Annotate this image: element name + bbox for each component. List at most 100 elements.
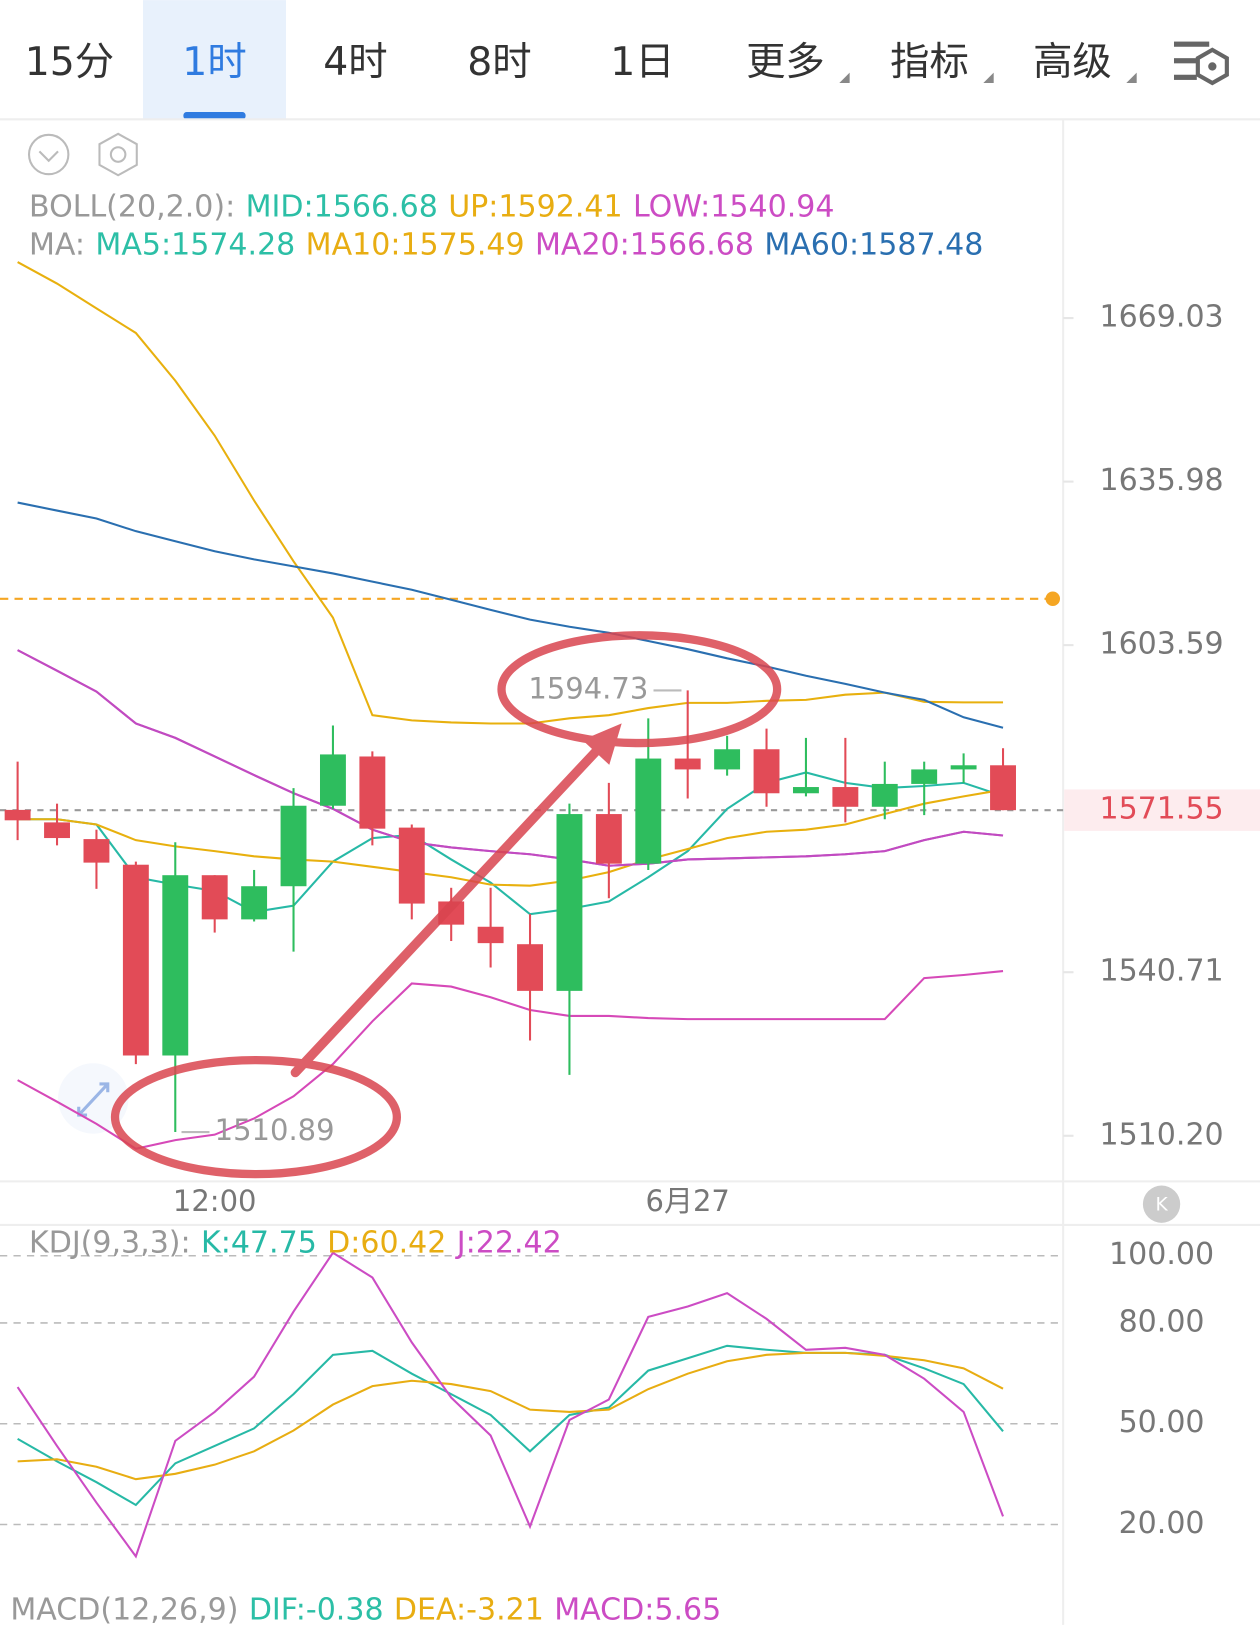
indicator-line bbox=[17, 501, 1004, 729]
gear-center bbox=[1208, 62, 1217, 71]
candle-body bbox=[635, 758, 662, 864]
legend-entry: MA5:1574.28 bbox=[95, 227, 295, 262]
y-tick-label: 1635.98 bbox=[1099, 463, 1223, 498]
highlight-ellipse bbox=[497, 631, 782, 748]
tab-indicator bbox=[183, 112, 246, 120]
alert-dot bbox=[1045, 591, 1061, 607]
chart-toolbar bbox=[27, 132, 138, 177]
menu-bar bbox=[1173, 74, 1197, 80]
tab[interactable]: 1日 bbox=[610, 39, 674, 85]
highlight-ellipse bbox=[110, 1056, 402, 1179]
menu-bar bbox=[1173, 41, 1210, 47]
legend-entry: DEA:-3.21 bbox=[394, 1592, 544, 1625]
candle-body bbox=[4, 809, 31, 821]
last-price-tag bbox=[1064, 789, 1260, 831]
tab-selected-bg bbox=[142, 0, 286, 120]
candle-body bbox=[674, 758, 701, 770]
kline-button-label: K bbox=[1155, 1195, 1168, 1216]
legend: BOLL(20,2.0): MID:1566.68 UP:1592.41 LOW:15… bbox=[29, 189, 834, 224]
indicator-line bbox=[17, 261, 1004, 725]
x-tick-label: 6月27 bbox=[646, 1184, 730, 1218]
candle-body bbox=[359, 756, 386, 829]
candle-body bbox=[83, 839, 110, 863]
candle-body bbox=[398, 827, 425, 904]
expand-button[interactable] bbox=[58, 1063, 129, 1134]
tab[interactable]: 更多 bbox=[746, 39, 825, 85]
y-tick-label: 1669.03 bbox=[1099, 300, 1223, 335]
candle-body bbox=[714, 749, 741, 770]
legend-entry: MA20:1566.68 bbox=[535, 227, 754, 262]
legend-entry: MACD:5.65 bbox=[554, 1592, 721, 1625]
legend: KDJ(9,3,3): K:47.75 D:60.42 J:22.42 bbox=[29, 1225, 562, 1260]
candle-body bbox=[477, 926, 504, 944]
legend-entry: D:60.42 bbox=[327, 1225, 446, 1260]
candle-body bbox=[162, 875, 189, 1056]
settings-icon bbox=[109, 146, 127, 163]
legend-entry: MID:1566.68 bbox=[246, 189, 438, 224]
candle-body bbox=[911, 769, 938, 784]
candle-body bbox=[990, 765, 1016, 811]
legend-entry: K:47.75 bbox=[201, 1225, 317, 1260]
legend-prefix: MACD(12,26,9) bbox=[10, 1592, 238, 1625]
chevron-icon bbox=[38, 150, 59, 163]
dropdown-caret bbox=[983, 72, 994, 84]
low-label: 1510.89 bbox=[215, 1113, 335, 1147]
y-tick-label: 50.00 bbox=[1119, 1405, 1205, 1440]
candle-body bbox=[871, 783, 898, 807]
indicator-line bbox=[17, 649, 1004, 867]
y-tick-label: 100.00 bbox=[1109, 1237, 1214, 1272]
candle-body bbox=[832, 787, 859, 807]
menu-bar bbox=[1173, 58, 1197, 64]
kdj-line bbox=[17, 1351, 1004, 1481]
settings-menu-icon[interactable] bbox=[1173, 41, 1229, 86]
high-label: 1594.73 bbox=[528, 671, 648, 705]
tab[interactable]: 高级 bbox=[1033, 39, 1112, 85]
tab[interactable]: 8时 bbox=[467, 39, 531, 85]
candle-body bbox=[517, 944, 543, 991]
dropdown-caret bbox=[1126, 72, 1137, 84]
gear-icon bbox=[1195, 47, 1229, 86]
collapse-button[interactable] bbox=[27, 133, 70, 176]
y-tick-label: 1603.59 bbox=[1099, 627, 1223, 662]
candle-body bbox=[241, 886, 268, 920]
legend-entry: LOW:1540.94 bbox=[633, 189, 835, 224]
candle-body bbox=[556, 814, 583, 991]
legend-entry: J:22.42 bbox=[455, 1225, 562, 1260]
indicator-line bbox=[17, 970, 1004, 1150]
tab[interactable]: 4时 bbox=[323, 39, 387, 85]
plot-area: 1669.03 1635.98 1603.59 1540.71 1510.20 1571.… bbox=[0, 189, 1260, 1625]
tab[interactable]: 指标 bbox=[890, 39, 969, 85]
candle-body bbox=[950, 765, 977, 770]
arrow-head bbox=[582, 723, 622, 765]
tab[interactable]: 1时 bbox=[182, 39, 246, 85]
candle-body bbox=[595, 814, 622, 864]
annotation-overlay bbox=[110, 631, 782, 1179]
kline-button[interactable] bbox=[1142, 1185, 1181, 1223]
candle-body bbox=[280, 805, 307, 887]
dropdown-caret bbox=[839, 72, 850, 84]
legend-entry: DIF:-0.38 bbox=[249, 1592, 384, 1625]
y-tick-label: 1540.71 bbox=[1099, 954, 1223, 989]
y-tick-label: 1510.20 bbox=[1099, 1117, 1223, 1152]
candle-body bbox=[753, 749, 780, 794]
legend-prefix: MA: bbox=[29, 227, 85, 262]
tab-bar: 15分 1时 4时 8时 1日 更多 指标 高级 bbox=[25, 0, 1137, 120]
candle-body bbox=[122, 864, 149, 1056]
arrow-shaft bbox=[290, 743, 604, 1078]
y-tick-label: 20.00 bbox=[1119, 1506, 1205, 1541]
x-tick-label: 12:00 bbox=[173, 1184, 257, 1218]
legend-entry: MA60:1587.48 bbox=[764, 227, 983, 262]
tab[interactable]: 15分 bbox=[25, 39, 114, 85]
legend-entry: MA10:1575.49 bbox=[306, 227, 525, 262]
settings-button[interactable] bbox=[98, 132, 138, 177]
candle-body bbox=[319, 754, 346, 806]
legend: MA: MA5:1574.28 MA10:1575.49 MA20:1566.68 MA… bbox=[29, 227, 983, 262]
legend-prefix: BOLL(20,2.0): bbox=[29, 189, 235, 224]
candle-body bbox=[44, 822, 70, 839]
candle-body bbox=[201, 875, 228, 920]
candle-body bbox=[792, 787, 819, 794]
y-tick-label: 80.00 bbox=[1119, 1304, 1205, 1339]
legend-prefix: KDJ(9,3,3): bbox=[29, 1225, 191, 1260]
